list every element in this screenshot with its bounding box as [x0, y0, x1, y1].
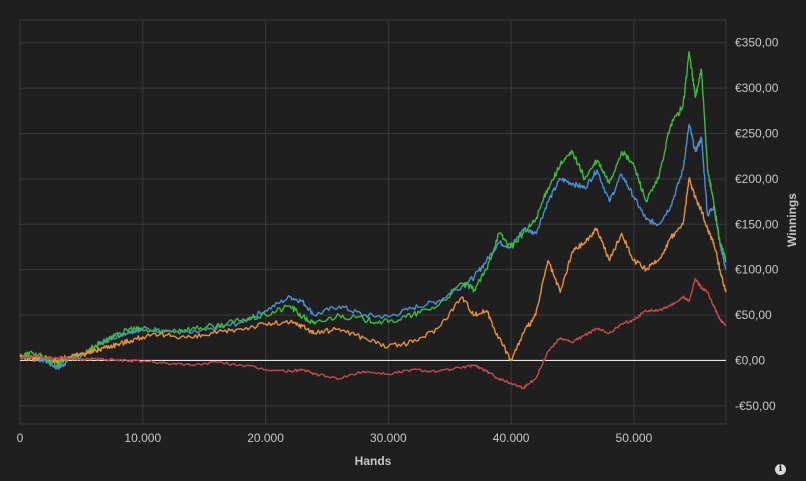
x-tick-label: 40.000 — [493, 431, 530, 445]
x-tick-label: 10.000 — [124, 431, 161, 445]
y-tick-label: €300,00 — [735, 81, 779, 95]
x-axis-ticks: 0 10.000 20.000 30.000 40.000 50.000 — [17, 431, 653, 445]
y-tick-label: €50,00 — [735, 308, 772, 322]
y-tick-label: €0,00 — [735, 353, 765, 367]
y-tick-label: €250,00 — [735, 126, 779, 140]
x-axis-title: Hands — [355, 454, 392, 468]
series-line-1 — [19, 123, 727, 370]
y-tick-label: -€50,00 — [735, 399, 776, 413]
series-group — [19, 51, 727, 390]
y-axis-ticks: -€50,00 €0,00 €50,00 €100,00 €150,00 €200,00 €… — [735, 36, 779, 413]
series-line-3 — [19, 176, 727, 364]
series-line-4 — [19, 278, 727, 390]
y-axis-title: Winnings — [785, 193, 799, 247]
grid — [19, 19, 727, 425]
series-line-2 — [19, 51, 727, 368]
x-tick-label: 50.000 — [616, 431, 653, 445]
x-tick-label: 30.000 — [370, 431, 407, 445]
y-tick-label: €200,00 — [735, 172, 779, 186]
x-tick-label: 0 — [17, 431, 24, 445]
y-tick-label: €350,00 — [735, 36, 779, 50]
y-tick-label: €100,00 — [735, 263, 779, 277]
info-icon[interactable]: i — [775, 464, 786, 475]
y-tick-label: €150,00 — [735, 217, 779, 231]
x-tick-label: 20.000 — [247, 431, 284, 445]
